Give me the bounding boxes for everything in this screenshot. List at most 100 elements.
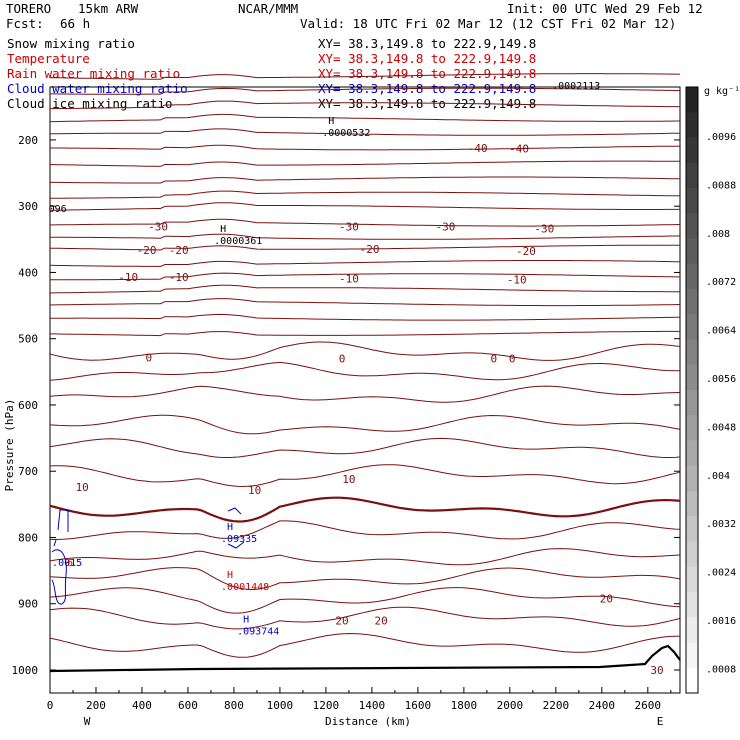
y-tick-label: 1000 xyxy=(12,664,39,677)
ground-line xyxy=(49,644,681,673)
contour-label: 0 xyxy=(146,351,153,364)
contour-label: 0 xyxy=(339,353,346,366)
temperature-contour xyxy=(49,284,680,294)
colorbar-label: .0088 xyxy=(706,180,736,191)
org-name: NCAR/MMM xyxy=(238,1,298,16)
contour-label: 30 xyxy=(650,664,663,677)
field-xy-range: XY= 38.3,149.8 to 222.9,149.8 xyxy=(318,36,536,51)
y-tick-label: 600 xyxy=(18,399,38,412)
temperature-contour xyxy=(49,128,681,136)
contour-label: -10 xyxy=(339,272,359,285)
colorbar-step xyxy=(686,188,698,214)
west-label: W xyxy=(84,715,91,728)
x-axis-label: Distance (km) xyxy=(325,715,411,728)
colorbar-frame xyxy=(685,86,699,694)
forecast-value: 66 h xyxy=(60,16,90,31)
extrema-value: .0001448 xyxy=(221,582,269,593)
temperature-contour xyxy=(49,176,681,184)
x-tick-label: 1800 xyxy=(451,699,478,712)
contour-label: 0 xyxy=(490,353,497,366)
temperature-contours xyxy=(49,73,681,658)
contour-label: -20 xyxy=(360,243,380,256)
temperature-contour xyxy=(49,414,681,435)
colorbar-step xyxy=(686,314,698,340)
temperature-contour xyxy=(49,260,681,268)
colorbar-step xyxy=(686,566,698,593)
colorbar-step xyxy=(686,516,698,542)
y-axis-label: Pressure (hPa) xyxy=(3,399,16,492)
temperature-contour xyxy=(49,520,681,541)
colorbar-step xyxy=(686,238,698,265)
colorbar: .0096 .0088 .008 .0072 .0064 .0056 .0048 .004 .0… xyxy=(685,86,736,694)
colorbar-step xyxy=(686,137,698,164)
colorbar-step xyxy=(686,213,698,239)
x-tick-label: 600 xyxy=(178,699,198,712)
colorbar-label: .0072 xyxy=(706,277,736,288)
y-tick-label: 200 xyxy=(18,134,38,147)
colorbar-label: .0064 xyxy=(706,326,736,337)
x-tick-label: 1200 xyxy=(313,699,340,712)
y-tick-label: 500 xyxy=(18,333,38,346)
colorbar-step xyxy=(686,415,698,441)
contour-label: 10 xyxy=(248,484,261,497)
forecast-label: Fcst: xyxy=(6,16,44,31)
x-tick-label: 1000 xyxy=(267,699,294,712)
contour-label: -40 xyxy=(509,143,529,156)
temperature-contour xyxy=(50,87,681,95)
temperature-contour xyxy=(50,233,681,240)
contour-label: 10 xyxy=(342,473,355,486)
contour-label: 10 xyxy=(76,481,89,494)
contour-label: -30 xyxy=(148,221,168,234)
x-tick-label: 2400 xyxy=(589,699,616,712)
temperature-contour xyxy=(49,218,681,227)
temperature-contour xyxy=(50,244,680,251)
x-tick-label: 2200 xyxy=(543,699,570,712)
cloud-water-contour xyxy=(53,509,69,547)
extrema-mark: H xyxy=(243,614,249,625)
extrema-value: .093744 xyxy=(237,626,279,637)
temperature-contour xyxy=(50,113,680,123)
temperature-contour xyxy=(49,202,680,211)
extrema-value: 096 xyxy=(49,204,67,215)
colorbar-label: .0096 xyxy=(706,132,736,143)
y-tick-label: 300 xyxy=(18,200,38,213)
y-tick-label: 700 xyxy=(18,465,38,478)
temperature-contour xyxy=(49,73,681,80)
contour-label: -20 xyxy=(137,244,157,257)
contour-label: -20 xyxy=(516,245,536,258)
temperature-contour xyxy=(49,341,681,361)
colorbar-unit: g kg⁻¹ xyxy=(704,86,740,97)
x-tick-label: 0 xyxy=(47,699,54,712)
extrema-value: .0002113 xyxy=(552,81,600,92)
temperature-contour xyxy=(50,330,680,337)
colorbar-step xyxy=(686,541,698,568)
contour-label: 20 xyxy=(600,592,613,605)
colorbar-step xyxy=(686,465,698,492)
contour-label: -10 xyxy=(507,274,527,287)
field-legend: Snow mixing ratio XY= 38.3,149.8 to 222.9… xyxy=(7,36,536,111)
colorbar-step xyxy=(686,339,698,366)
extrema-labels: H.0000532H.0000361H.09335H.0001448H.0937… xyxy=(49,81,601,637)
contour-label: 20 xyxy=(374,614,387,627)
y-tick-label: 400 xyxy=(18,266,38,279)
x-axis: 0 200 400 600 800 1000 1200 1400 1600 1800 2000 220… xyxy=(47,687,672,712)
temperature-contour xyxy=(49,298,681,307)
extrema-value: 6 xyxy=(67,558,73,569)
contour-label: -30 xyxy=(436,221,456,234)
extrema-mark: H xyxy=(328,116,334,127)
field-xy-range: XY= 38.3,149.8 to 222.9,149.8 xyxy=(318,66,536,81)
model-name: TORERO xyxy=(6,1,51,16)
colorbar-label: .0024 xyxy=(706,568,736,579)
field-name: Snow mixing ratio xyxy=(7,36,135,51)
colorbar-label: .0048 xyxy=(706,422,736,433)
y-tick-label: 900 xyxy=(18,598,38,611)
colorbar-step xyxy=(686,87,698,113)
temperature-contour xyxy=(50,272,680,281)
colorbar-step xyxy=(686,440,698,467)
init-time: Init: 00 UTC Wed 29 Feb 12 xyxy=(507,1,703,16)
y-tick-label: 800 xyxy=(18,531,38,544)
cloud-water-contours xyxy=(51,507,245,605)
temperature-contour xyxy=(49,606,681,630)
colorbar-step xyxy=(686,617,698,643)
